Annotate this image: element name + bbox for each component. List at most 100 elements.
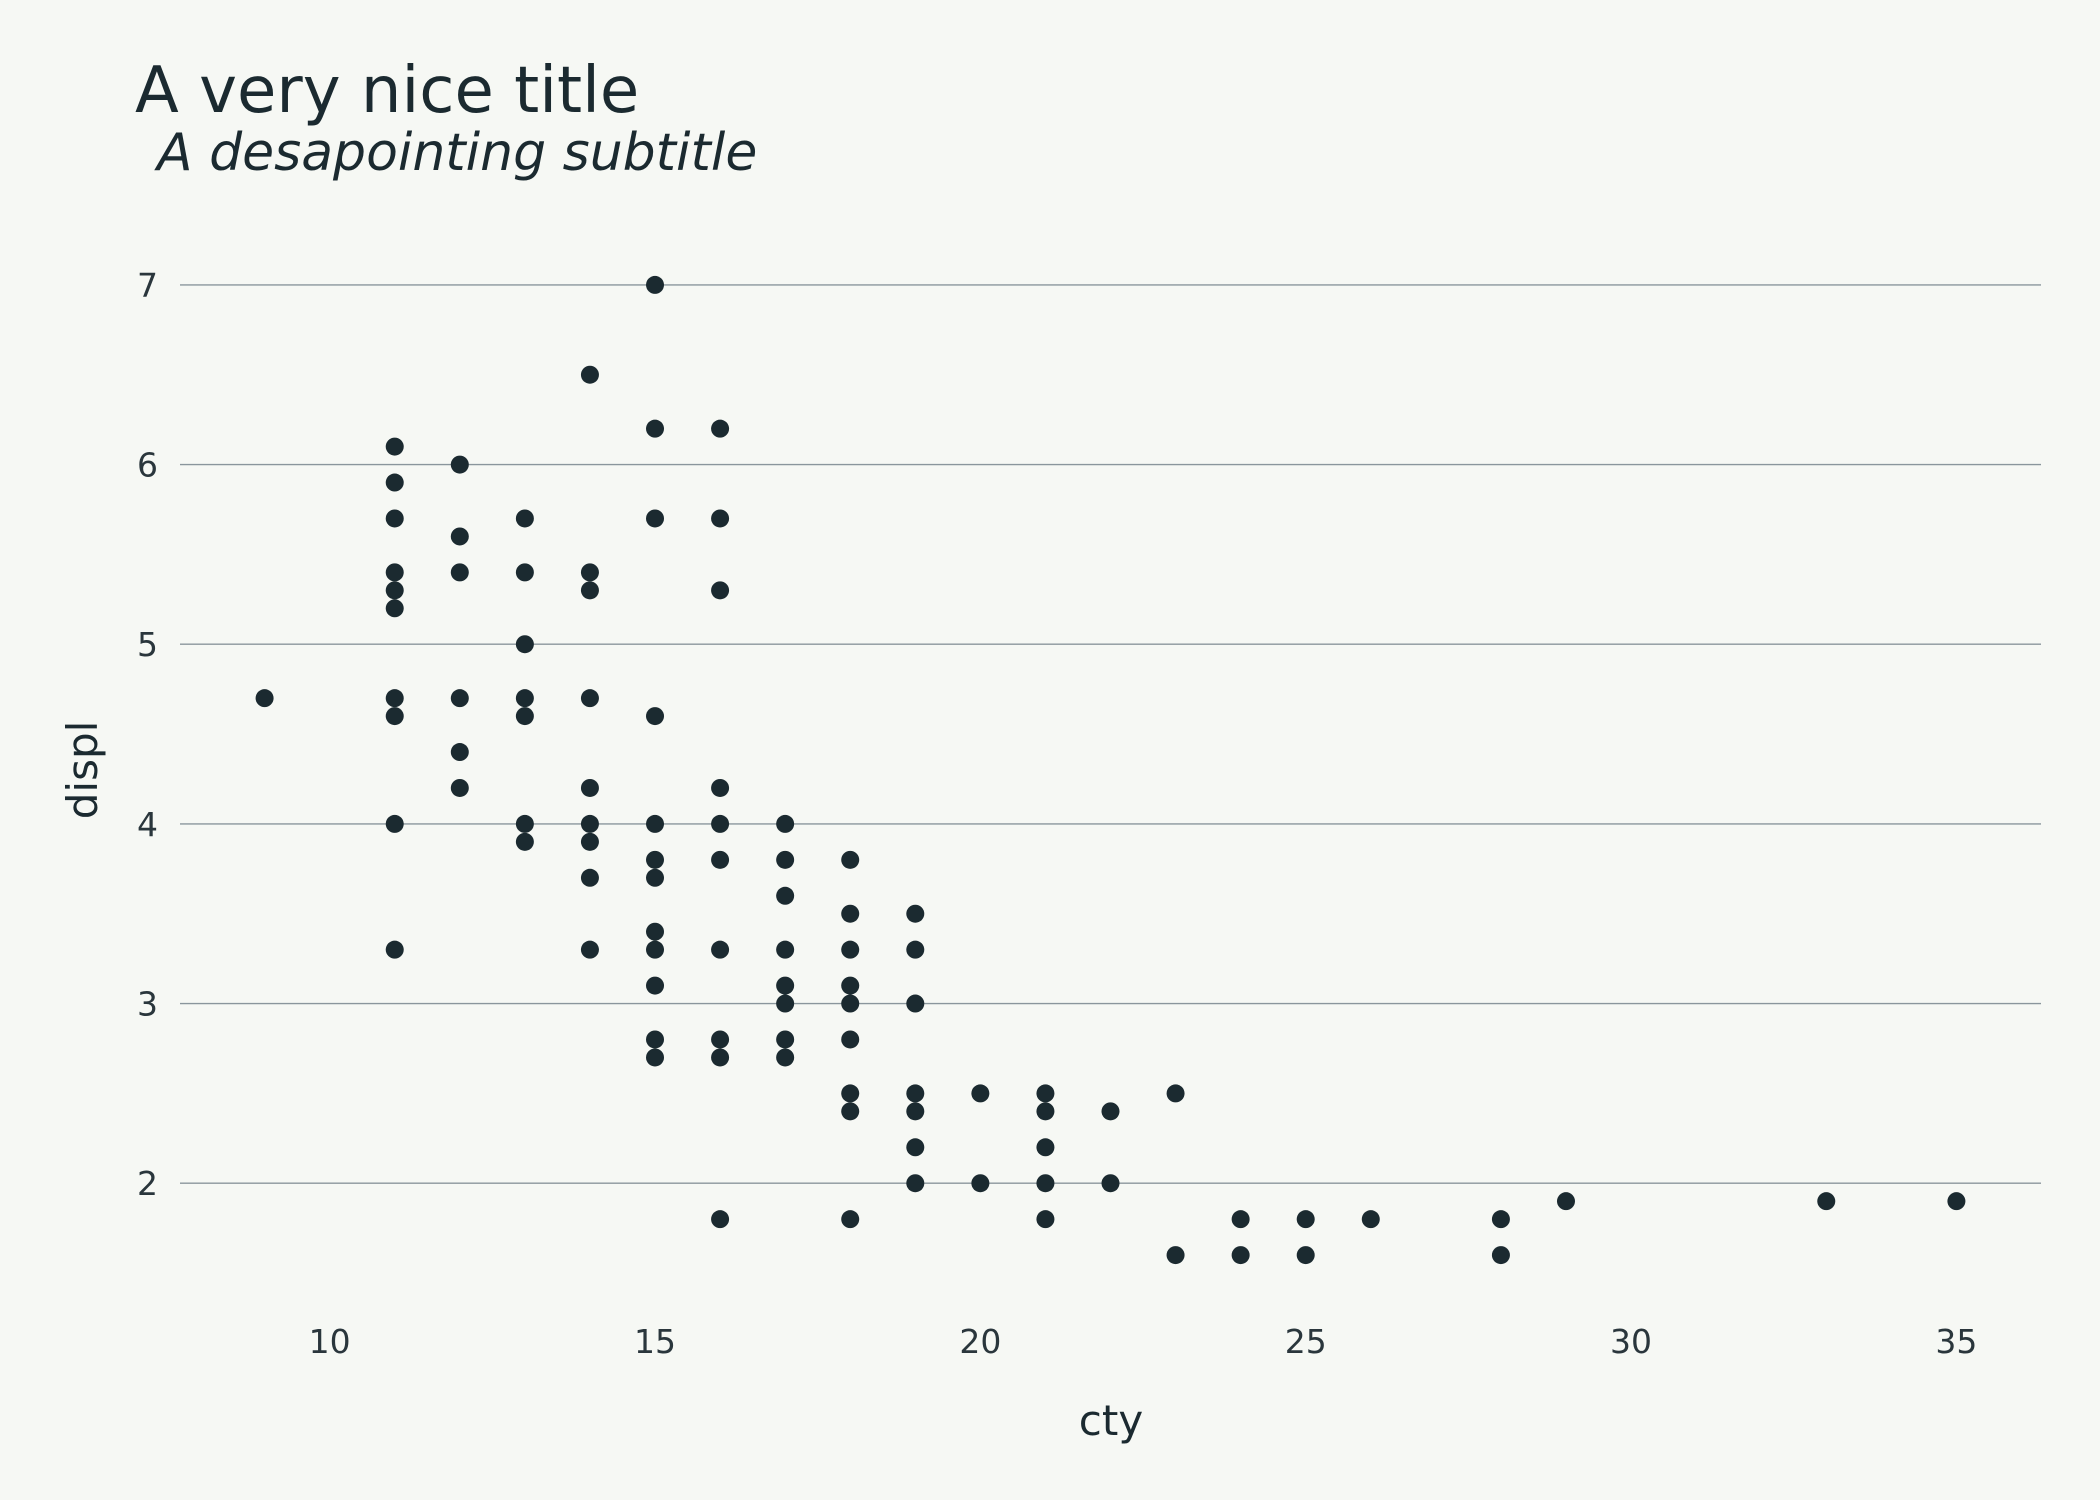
scatter-point <box>776 940 795 959</box>
scatter-point <box>776 814 795 833</box>
scatter-point <box>1101 1102 1120 1121</box>
scatter-point <box>841 976 860 995</box>
scatter-point <box>515 832 534 851</box>
scatter-point <box>646 1030 665 1049</box>
scatter-point <box>450 689 469 708</box>
x-tick-label: 25 <box>1285 1322 1327 1361</box>
scatter-point <box>906 994 925 1013</box>
scatter-point <box>711 581 730 600</box>
scatter-point <box>646 814 665 833</box>
scatter-point <box>711 850 730 869</box>
scatter-point <box>1556 1192 1575 1211</box>
y-tick-label: 7 <box>137 266 158 305</box>
scatter-point <box>515 707 534 726</box>
scatter-point <box>450 455 469 474</box>
scatter-point <box>646 940 665 959</box>
scatter-point <box>580 689 599 708</box>
scatter-point <box>1296 1210 1315 1229</box>
scatter-point <box>515 563 534 582</box>
scatter-point <box>385 689 404 708</box>
scatter-point <box>450 743 469 762</box>
scatter-point <box>1166 1246 1185 1265</box>
scatter-point <box>580 563 599 582</box>
scatter-point <box>515 814 534 833</box>
scatter-point <box>646 850 665 869</box>
scatter-point <box>841 904 860 923</box>
scatter-point <box>646 976 665 995</box>
y-axis-ticks: 2 3 4 5 6 7 <box>137 266 158 1203</box>
scatter-point <box>580 365 599 384</box>
scatter-point <box>711 1048 730 1067</box>
scatter-point <box>1491 1210 1510 1229</box>
scatter-point <box>385 581 404 600</box>
y-tick-label: 2 <box>137 1164 158 1203</box>
gridlines <box>180 284 2041 1184</box>
scatter-point <box>385 707 404 726</box>
scatter-point <box>1296 1246 1315 1265</box>
y-tick-label: 3 <box>137 985 158 1024</box>
scatter-point <box>841 1102 860 1121</box>
scatter-point <box>385 940 404 959</box>
scatter-point <box>711 940 730 959</box>
chart-title: A very nice title <box>135 54 639 128</box>
scatter-point <box>646 419 665 438</box>
scatter-point <box>906 904 925 923</box>
scatter-point <box>385 814 404 833</box>
scatter-point <box>580 581 599 600</box>
scatter-point <box>450 563 469 582</box>
scatter-point <box>906 1084 925 1103</box>
scatter-point <box>841 1084 860 1103</box>
scatter-point <box>515 635 534 654</box>
scatter-point <box>1036 1210 1055 1229</box>
scatter-point <box>841 940 860 959</box>
scatter-point <box>255 689 274 708</box>
y-tick-label: 5 <box>137 625 158 664</box>
scatter-point <box>906 1102 925 1121</box>
scatter-point <box>776 850 795 869</box>
scatter-point <box>1231 1210 1250 1229</box>
scatter-point <box>711 778 730 797</box>
scatter-point <box>1036 1102 1055 1121</box>
scatter-point <box>646 868 665 887</box>
scatter-point <box>1947 1192 1966 1211</box>
x-axis-ticks: 10 15 20 25 30 35 <box>309 1322 1978 1361</box>
scatter-point <box>580 814 599 833</box>
scatter-point <box>646 1048 665 1067</box>
scatter-point <box>841 1210 860 1229</box>
scatter-point <box>776 976 795 995</box>
x-tick-label: 10 <box>309 1322 351 1361</box>
scatter-point <box>906 940 925 959</box>
scatter-point <box>450 778 469 797</box>
scatter-point <box>841 994 860 1013</box>
scatter-point <box>1166 1084 1185 1103</box>
scatter-point <box>580 868 599 887</box>
y-tick-label: 6 <box>137 446 158 485</box>
scatter-point <box>515 509 534 528</box>
scatter-point <box>1101 1174 1120 1193</box>
scatter-point <box>385 509 404 528</box>
scatter-point <box>841 1030 860 1049</box>
scatter-point <box>385 599 404 618</box>
scatter-point <box>776 994 795 1013</box>
scatter-point <box>646 275 665 294</box>
scatter-point <box>385 563 404 582</box>
scatter-point <box>776 886 795 905</box>
y-tick-label: 4 <box>137 805 158 844</box>
scatter-point <box>1036 1084 1055 1103</box>
scatter-point <box>1036 1174 1055 1193</box>
scatter-point <box>580 940 599 959</box>
scatter-point <box>580 832 599 851</box>
scatter-point <box>450 527 469 546</box>
scatter-point <box>646 922 665 941</box>
scatter-point <box>906 1138 925 1157</box>
scatter-point <box>776 1048 795 1067</box>
x-axis-title: cty <box>1079 1396 1143 1445</box>
scatter-point <box>1231 1246 1250 1265</box>
scatter-point <box>711 1210 730 1229</box>
scatter-point <box>1817 1192 1836 1211</box>
scatter-point <box>646 509 665 528</box>
scatter-point <box>711 419 730 438</box>
y-axis-title: displ <box>58 721 107 820</box>
chart-subtitle: A desapointing subtitle <box>154 123 757 183</box>
